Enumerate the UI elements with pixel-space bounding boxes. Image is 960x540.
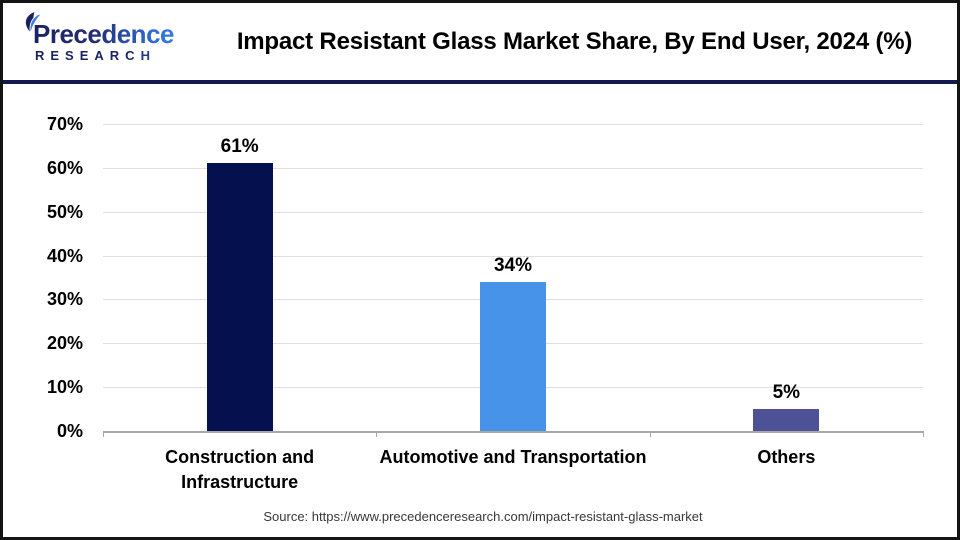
- y-axis-tick-label: 0%: [56, 421, 83, 441]
- gridline: [103, 211, 923, 213]
- y-axis-tick-label: 60%: [46, 157, 83, 178]
- gridline: [103, 167, 923, 169]
- bar: [206, 163, 273, 431]
- source-citation: Source: https://www.precedenceresearch.c…: [263, 509, 703, 524]
- gridline: [103, 124, 923, 125]
- bar: [753, 409, 820, 431]
- y-axis-tick-label: 70%: [46, 114, 83, 134]
- y-axis-tick-label: 40%: [46, 245, 83, 266]
- bar-chart: 0% 10% 20% 30% 40% 50% 60% 70% 61% Construction a…: [3, 3, 957, 537]
- precedence-research-logo: Precedence RESEARCH: [21, 11, 206, 64]
- logo-wordmark: Precedence: [21, 20, 206, 48]
- bar-value-label: 61%: [220, 136, 259, 158]
- bar-value-label: 5%: [772, 382, 801, 404]
- y-axis-tick-label: 50%: [46, 201, 83, 222]
- logo-subtitle: RESEARCH: [21, 48, 206, 64]
- bar-value-label: 34%: [493, 254, 533, 276]
- y-axis-tick-label: 10%: [46, 377, 83, 398]
- leaf-icon: [25, 11, 41, 32]
- y-axis-tick-label: 30%: [46, 289, 83, 310]
- x-axis-line: [103, 431, 923, 433]
- bar: [480, 281, 546, 431]
- category-label: Automotive and Transportation: [379, 447, 647, 467]
- gridline: [103, 255, 923, 257]
- category-label: Construction and Infrastructure: [165, 447, 315, 492]
- x-axis-tick: [649, 431, 651, 437]
- header: Precedence RESEARCH Impact Resistant Gla…: [3, 3, 957, 80]
- x-axis-tick: [376, 431, 378, 437]
- category-label: Others: [757, 447, 816, 467]
- y-axis-tick-label: 20%: [46, 333, 83, 354]
- x-axis-tick: [103, 431, 104, 437]
- chart-title: Impact Resistant Glass Market Share, By …: [236, 27, 913, 55]
- header-divider: [3, 80, 957, 84]
- x-axis-tick: [923, 431, 924, 437]
